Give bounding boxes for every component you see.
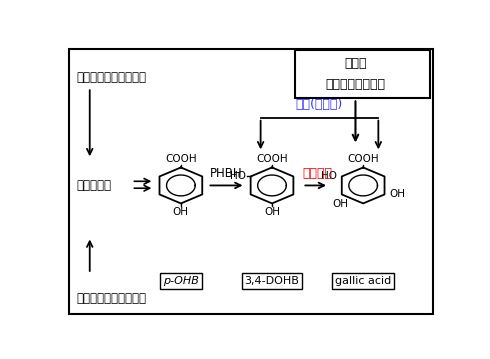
Bar [295, 50, 430, 98]
Text: HO: HO [230, 172, 246, 181]
Text: OH: OH [332, 199, 348, 209]
Text: OH: OH [389, 190, 405, 200]
Text: OH: OH [264, 207, 280, 217]
Text: COOH: COOH [165, 154, 196, 164]
Text: 五倍子からの抄出: 五倍子からの抄出 [325, 78, 386, 91]
Text: COOH: COOH [347, 154, 379, 164]
Text: OH: OH [173, 207, 189, 217]
Text: p-OHB: p-OHB [163, 276, 199, 286]
Text: 3,4-DOHB: 3,4-DOHB [245, 276, 299, 286]
Text: gallic acid: gallic acid [335, 276, 392, 286]
Text: COOH: COOH [256, 154, 288, 164]
Text: 従来法: 従来法 [344, 57, 367, 70]
Text: フタル酸類: フタル酸類 [76, 179, 111, 192]
Text: 改変(本研究): 改変(本研究) [296, 98, 343, 111]
Text: 植物を使用した製造法: 植物を使用した製造法 [76, 292, 147, 305]
Text: HO: HO [321, 172, 337, 181]
Text: PHBH: PHBH [210, 167, 243, 180]
Text: 新規酵素: 新規酵素 [303, 167, 333, 180]
Text: ペットボトルから再生: ペットボトルから再生 [76, 71, 147, 84]
